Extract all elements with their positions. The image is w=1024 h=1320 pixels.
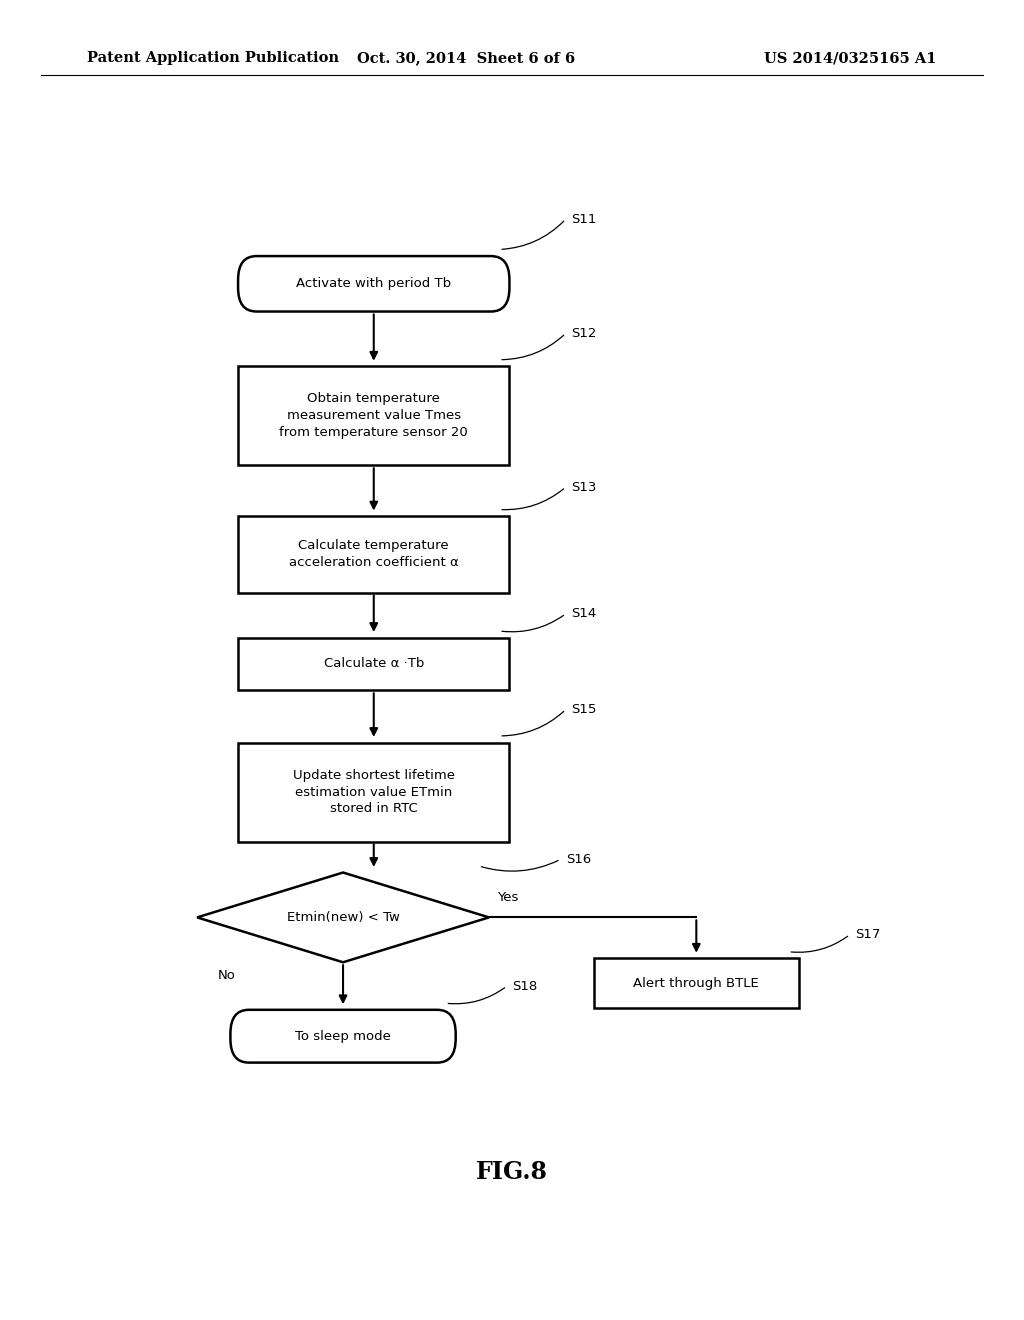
Text: S18: S18	[512, 979, 538, 993]
Text: FIG.8: FIG.8	[476, 1160, 548, 1184]
Text: S17: S17	[855, 928, 881, 941]
Text: Oct. 30, 2014  Sheet 6 of 6: Oct. 30, 2014 Sheet 6 of 6	[356, 51, 575, 65]
Text: S12: S12	[571, 327, 596, 339]
Text: US 2014/0325165 A1: US 2014/0325165 A1	[765, 51, 937, 65]
Bar	[238, 742, 510, 842]
Text: S14: S14	[571, 607, 596, 620]
Text: Patent Application Publication: Patent Application Publication	[87, 51, 339, 65]
Bar	[594, 958, 799, 1008]
Text: Update shortest lifetime
estimation value ETmin
stored in RTC: Update shortest lifetime estimation valu…	[293, 768, 455, 816]
FancyBboxPatch shape	[238, 256, 510, 312]
Text: S11: S11	[571, 213, 596, 226]
Text: Etmin(new) < Tw: Etmin(new) < Tw	[287, 911, 399, 924]
Text: Calculate temperature
acceleration coefficient α: Calculate temperature acceleration coeff…	[289, 540, 459, 569]
Text: Calculate α ·Tb: Calculate α ·Tb	[324, 657, 424, 671]
Bar	[238, 638, 510, 690]
Text: Activate with period Tb: Activate with period Tb	[296, 277, 452, 290]
Text: S15: S15	[571, 704, 596, 715]
Text: To sleep mode: To sleep mode	[295, 1030, 391, 1043]
Text: Alert through BTLE: Alert through BTLE	[634, 977, 759, 990]
Bar	[238, 516, 510, 593]
Text: No: No	[218, 969, 236, 982]
Text: S16: S16	[565, 853, 591, 866]
FancyBboxPatch shape	[230, 1010, 456, 1063]
Polygon shape	[198, 873, 489, 962]
Bar	[238, 366, 510, 465]
Text: S13: S13	[571, 480, 596, 494]
Text: Yes: Yes	[498, 891, 518, 904]
Text: Obtain temperature
measurement value Tmes
from temperature sensor 20: Obtain temperature measurement value Tme…	[280, 392, 468, 440]
